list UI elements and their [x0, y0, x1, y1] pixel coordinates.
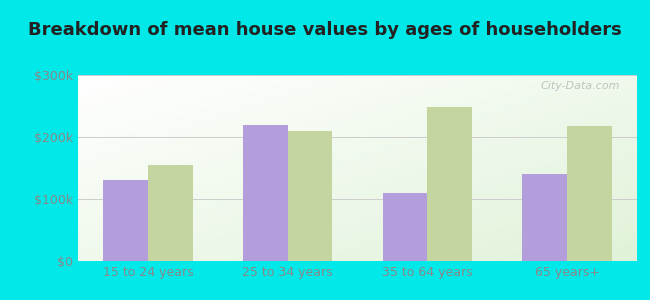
Text: Breakdown of mean house values by ages of householders: Breakdown of mean house values by ages o… — [28, 21, 622, 39]
Bar — [523, 174, 567, 261]
Text: City-Data.com: City-Data.com — [541, 81, 620, 91]
Bar — [103, 180, 148, 261]
Bar — [287, 131, 332, 261]
Bar — [148, 165, 192, 261]
Bar — [428, 107, 472, 261]
Bar — [243, 124, 287, 261]
Bar — [383, 193, 428, 261]
Bar — [567, 126, 612, 261]
